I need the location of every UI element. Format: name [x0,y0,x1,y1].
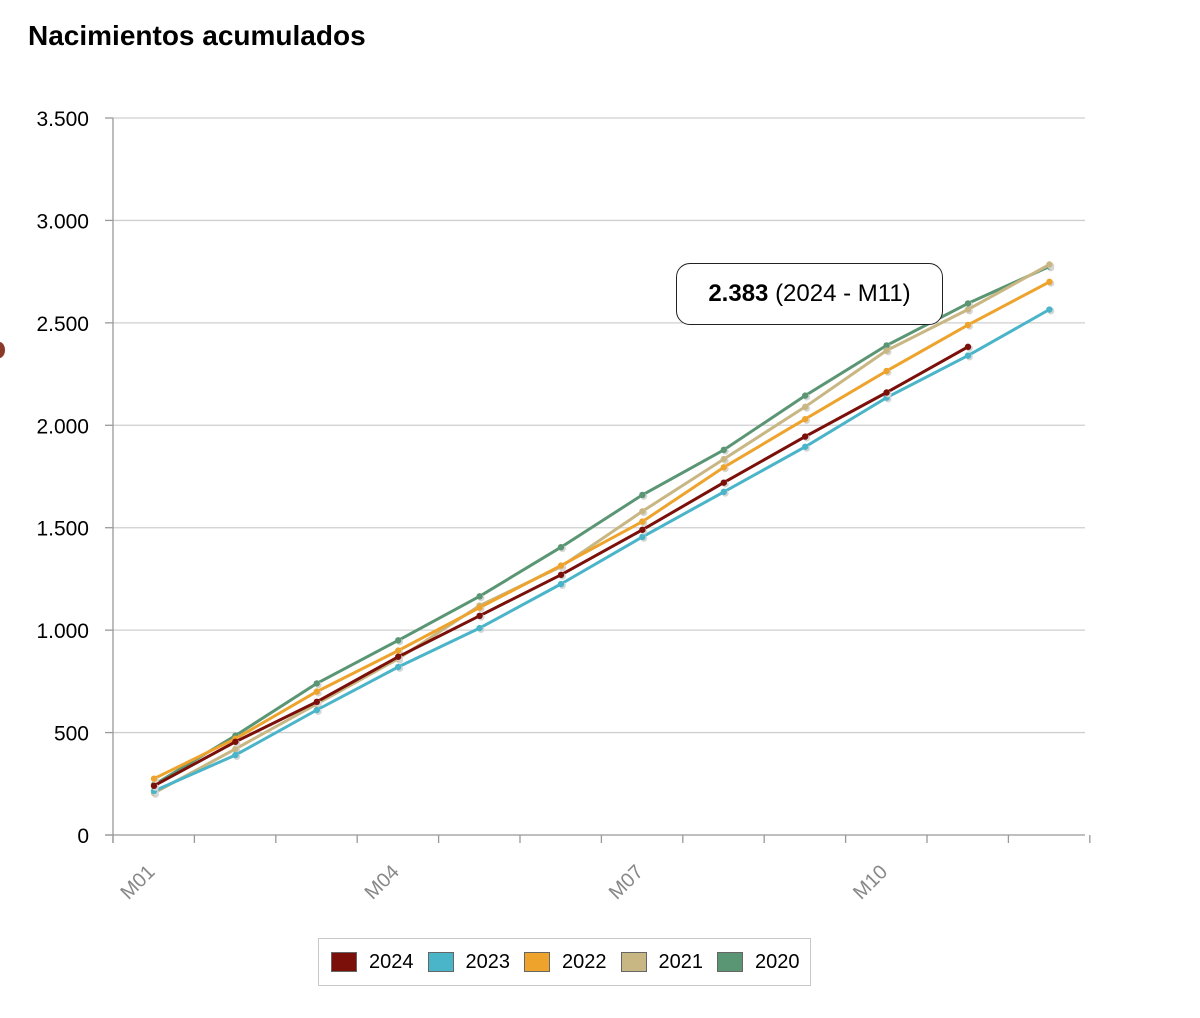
data-point [639,518,646,525]
data-point [232,745,239,753]
data-point [639,533,646,541]
data-point [1046,306,1053,313]
data-point [476,612,483,620]
tooltip-value: 2.383 [708,280,769,307]
y-tick-label: 2.500 [36,313,89,336]
axes [105,118,1085,843]
data-point [395,647,402,654]
data-point [395,663,402,671]
series-group [150,261,1055,798]
data-point [313,680,320,687]
x-tick-label: M07 [605,861,648,904]
data-point [557,543,565,551]
data-point [557,562,565,569]
data-point [720,455,727,463]
data-point [1046,261,1053,268]
x-axis-ticks: M01 M04 M07 M10 [112,835,1091,904]
data-point [964,343,972,351]
edge-marker [0,342,5,358]
x-tick-label: M01 [116,861,159,904]
y-tick-label: 2.000 [36,415,89,438]
legend: 2024 2023 2022 2021 2020 [318,938,811,986]
data-point [395,653,402,660]
data-point [720,488,727,496]
data-point [964,306,972,313]
legend-swatch [524,952,550,972]
legend-label: 2023 [465,950,511,973]
legend-item-2024[interactable]: 2024 [331,951,414,974]
legend-swatch [427,952,454,972]
data-point [802,433,809,440]
legend-label: 2024 [369,950,414,973]
data-point [802,392,809,399]
series-line-2022 [153,280,1051,781]
data-point [883,347,890,354]
legend-swatch [331,952,357,972]
data-point [720,479,727,486]
y-axis-ticks: 0 500 1.000 1.500 2.000 2.500 3.000 3.500 [36,108,113,848]
series-line-2020 [153,265,1051,787]
data-point [639,508,646,515]
data-point [964,300,972,307]
data-point [395,637,402,644]
y-tick-label: 3.500 [36,108,89,131]
x-tick-label: M04 [361,861,404,904]
legend-item-2020[interactable]: 2020 [717,951,800,974]
data-point [639,491,646,499]
data-point [1046,278,1053,286]
data-point [313,706,320,714]
data-point [883,342,890,349]
data-point [557,580,565,588]
y-tick-label: 3.000 [36,210,89,233]
data-point [802,403,809,411]
x-tick-label: M10 [849,861,892,904]
series-2022 [150,278,1055,784]
data-point [150,775,158,782]
legend-label: 2021 [658,950,704,973]
tooltip: 2.383 (2024 - M11) [676,263,943,325]
data-point [720,464,727,471]
legend-label: 2020 [755,950,800,973]
data-point [313,688,320,695]
data-point [639,526,646,533]
legend-item-2022[interactable]: 2022 [524,951,607,974]
y-tick-label: 500 [54,723,89,746]
data-point [232,751,239,759]
chart-title: Nacimientos acumulados [28,20,366,51]
legend-item-2023[interactable]: 2023 [427,950,511,974]
legend-swatch [717,952,743,972]
data-point [476,604,483,611]
data-point [802,443,809,450]
grid-lines [113,117,1085,734]
data-point [557,571,565,579]
legend-label: 2022 [562,950,607,973]
data-point [964,352,972,359]
y-tick-label: 1.500 [36,518,89,541]
data-point [476,624,483,632]
data-point [232,738,239,745]
data-point [883,389,890,396]
y-tick-label: 0 [77,825,89,848]
y-tick-label: 1.000 [36,620,89,643]
series-line-2023 [153,308,1051,793]
data-point [964,321,972,329]
legend-item-2021[interactable]: 2021 [620,950,704,974]
series-line-2021 [153,263,1051,795]
data-point [313,698,320,706]
data-point [150,782,158,790]
data-point [883,367,890,375]
series-2023 [150,306,1055,796]
series-2024 [150,343,973,791]
tooltip-detail: (2024 - M11) [775,280,911,307]
data-point [476,593,483,600]
data-point [802,415,809,423]
legend-swatch [620,952,647,972]
data-point [720,446,727,454]
